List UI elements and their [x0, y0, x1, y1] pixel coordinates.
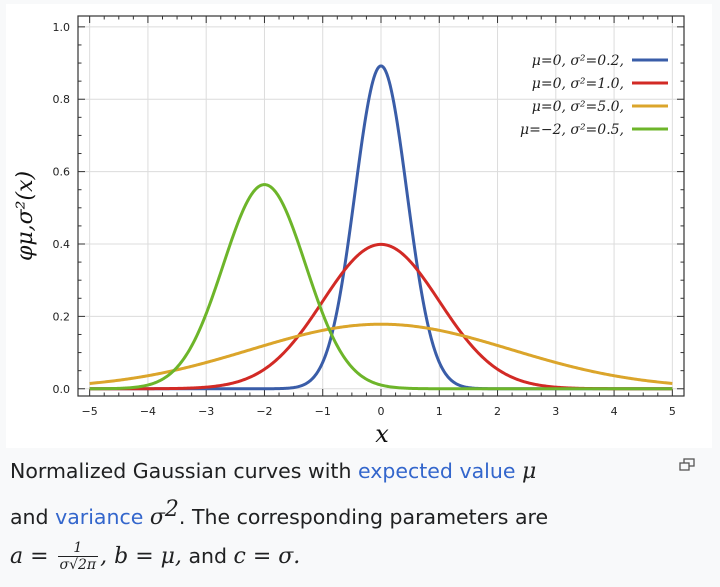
caption-line-2: and variance σ2. The corresponding param…	[10, 491, 670, 537]
x-tick-label: 3	[552, 405, 559, 418]
x-tick-label: −1	[315, 405, 331, 418]
expected-value-link[interactable]: expected value	[357, 459, 516, 483]
caption-text-3: . The corresponding parameters are	[178, 504, 549, 529]
enlarge-icon[interactable]	[678, 458, 696, 472]
axes: −5 −4 −3 −2 −1 0 1 2 3 4 5 0.0 0.2 0.4 0.6 0.8 1.0	[53, 15, 685, 418]
caption-text-2: and	[10, 504, 56, 529]
legend-entry-label: μ=0, σ²=1.0,	[532, 76, 624, 92]
caption-line-3: a = 1 σ√2π, b = μ, and c = σ.	[10, 537, 670, 576]
series-line-3	[89, 322, 673, 385]
x-axis-label: x	[375, 420, 389, 448]
gaussian-chart: −5 −4 −3 −2 −1 0 1 2 3 4 5 0.0 0.2 0.4 0.6 0.8 1.0 μ=0, …	[13, 15, 685, 448]
grid	[78, 16, 684, 396]
series-line-4	[89, 183, 673, 391]
y-tick-label: 1.0	[53, 21, 71, 34]
legend: μ=0, σ²=0.2, μ=0, σ²=1.0, μ=0, σ²=5.0, μ=−2…	[520, 53, 668, 138]
y-tick-label: 0.4	[53, 238, 71, 251]
x-tick-label: −5	[82, 405, 98, 418]
x-tick-label: −2	[256, 405, 272, 418]
x-tick-label: 1	[436, 405, 443, 418]
y-tick-label: 0.0	[53, 383, 71, 396]
variance-link[interactable]: variance	[55, 504, 144, 529]
mu-symbol: μ	[521, 459, 537, 484]
x-tick-label: 0	[378, 405, 385, 418]
legend-entry-label: μ=0, σ²=0.2,	[532, 53, 624, 69]
a-fraction: 1 σ√2π	[57, 540, 99, 574]
x-tick-label: 4	[611, 405, 618, 418]
figure-caption: Normalized Gaussian curves with expected…	[10, 452, 670, 576]
caption-text-1: Normalized Gaussian curves with	[10, 459, 358, 483]
caption-line-1: Normalized Gaussian curves with expected…	[10, 452, 670, 491]
legend-entry-label: μ=0, σ²=5.0,	[532, 99, 624, 115]
fraction-numerator: 1	[57, 540, 99, 558]
legend-entry-label: μ=−2, σ²=0.5,	[520, 122, 624, 138]
x-tick-label: −4	[140, 405, 156, 418]
x-tick-label: 5	[669, 405, 676, 418]
x-tick-label: −3	[198, 405, 214, 418]
sigma-symbol: σ	[149, 504, 165, 530]
y-tick-label: 0.2	[53, 310, 71, 323]
c-equation: c = σ.	[233, 543, 301, 569]
chart-area: −5 −4 −3 −2 −1 0 1 2 3 4 5 0.0 0.2 0.4 0.6 0.8 1.0 μ=0, …	[6, 4, 712, 448]
and-text: and	[181, 543, 234, 568]
y-tick-label: 0.6	[53, 166, 71, 179]
x-tick-label: 2	[494, 405, 501, 418]
y-tick-label: 0.8	[53, 93, 71, 106]
curves	[89, 64, 673, 391]
fraction-denominator: σ√2π	[59, 557, 97, 574]
b-equation: , b = μ,	[100, 543, 182, 569]
sigma-exponent: 2	[164, 497, 179, 522]
y-axis-label: φμ,σ²(x)	[13, 171, 38, 261]
a-equation: a =	[10, 543, 56, 569]
